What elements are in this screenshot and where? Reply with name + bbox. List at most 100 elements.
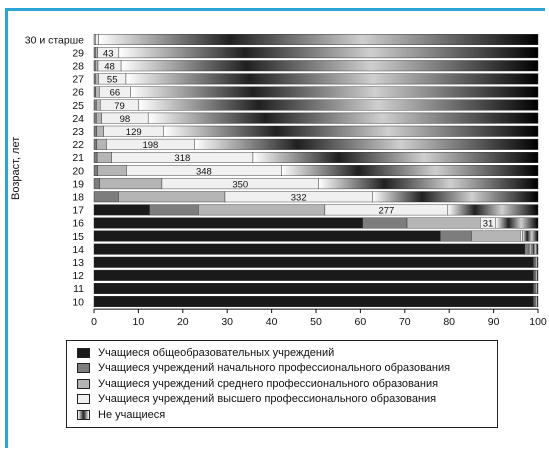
category-label: 29 [72,47,84,59]
legend-label: Учащиеся учреждений начального профессио… [98,362,451,375]
bar-segment [118,191,226,203]
category-label: 26 [72,87,84,99]
bar-segment [96,99,101,111]
data-label: 129 [126,127,142,138]
data-label: 79 [114,101,125,112]
x-tick-label: 50 [310,316,322,328]
legend-label: Учащиеся учреждений среднего профессиона… [98,377,439,390]
legend-label: Учащиеся учреждений высшего профессионал… [98,393,437,406]
chart-frame [5,8,545,448]
bar-segment [406,217,481,229]
category-label: 30 и старше [25,34,84,46]
bar-segment [95,47,98,59]
data-label: 350 [232,179,248,190]
category-label: 11 [73,283,84,295]
bar-segment [149,204,199,216]
bar-segment [362,217,408,229]
category-label: 20 [72,165,84,177]
category-label: 14 [72,244,84,256]
data-label: 318 [174,153,190,164]
x-tick-label: 80 [443,316,455,328]
bar-segment [96,112,102,124]
category-label: 10 [72,296,84,308]
bar-segment [533,296,539,307]
category-label: 22 [72,139,84,151]
legend-item: Не учащиеся [77,407,497,423]
legend-label: Не учащиеся [98,408,166,421]
category-label: 16 [72,218,84,230]
category-label: 12 [72,270,84,282]
bar-segment [281,165,539,177]
bar-segment [93,138,97,150]
bar-segment [96,125,104,137]
bar-segment [95,73,99,85]
bar-segment [194,138,539,150]
x-tick-label: 30 [221,316,233,328]
legend-item: Учащиеся общеобразовательных учреждений [77,345,497,361]
category-label: 17 [72,205,84,217]
legend-item: Учащиеся учреждений начального профессио… [77,361,497,377]
bar-segment [520,230,523,242]
bar-segment [95,86,100,98]
bar-segment [120,60,539,72]
bar-segment [93,256,534,268]
bar-segment [93,204,150,216]
x-tick-label: 60 [355,316,367,328]
bar-segment [138,99,539,111]
legend-swatch [77,363,90,374]
bar-segment [372,191,539,203]
bar-segment [98,34,539,45]
bar-segment [125,73,539,85]
x-tick-label: 90 [488,316,500,328]
bar-segment [96,151,112,163]
bar-segment [93,99,97,111]
bar-segment [533,283,539,294]
x-tick-label: 0 [91,316,97,328]
bar-segment [440,230,472,242]
bar-segment [93,125,97,137]
category-labels: 30 и старше29282726252423222120191817161… [25,34,84,308]
data-label: 348 [196,166,212,177]
bar-segment [93,230,441,242]
legend-item: Учащиеся учреждений среднего профессиона… [77,376,497,392]
bar-segment [130,86,539,98]
category-label: 21 [72,152,84,164]
legend-swatch [77,347,90,358]
bar-segment [252,151,539,163]
x-tick-label: 40 [266,316,278,328]
data-label: 66 [110,88,121,99]
data-label: 277 [378,206,394,217]
bar-segment [471,230,521,242]
legend-swatch [77,409,90,420]
bar-segment [93,269,534,281]
data-label: 31 [483,219,494,230]
category-label: 15 [72,231,84,243]
data-label: 198 [142,140,158,151]
legend-label: Учащиеся общеобразовательных учреждений [98,346,335,359]
bar-segment [93,86,96,98]
bar-segment [93,217,363,229]
bar-segment [533,269,539,281]
bar-segment [93,283,534,294]
bar-segment [93,178,100,190]
legend-item: Учащиеся учреждений высшего профессионал… [77,392,497,408]
bar-segment [96,138,107,150]
data-label: 98 [120,114,131,125]
category-label: 23 [72,126,84,138]
bar-segment [447,204,539,216]
bar-segment [93,243,525,255]
category-label: 19 [72,178,84,190]
bar-segment [318,178,539,190]
bar-segment [522,230,539,242]
x-tick-label: 100 [529,316,547,328]
bar-segment [97,165,127,177]
bar-segment [95,34,99,45]
x-tick-label: 20 [177,316,189,328]
bar-segment [118,47,539,59]
bar-segment [93,296,534,307]
bar-segment [524,243,530,255]
bar-segment [99,178,163,190]
x-tick-label: 70 [399,316,411,328]
bar-segment [93,191,119,203]
